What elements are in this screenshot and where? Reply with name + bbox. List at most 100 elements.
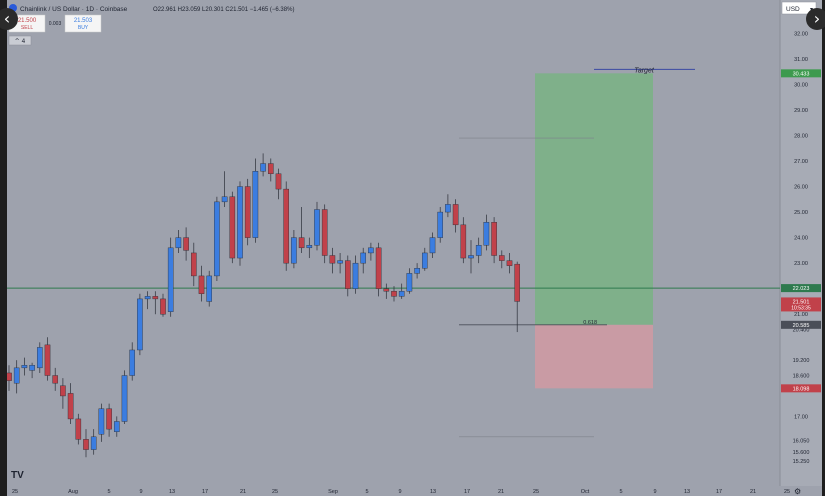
price-axis[interactable] [780, 0, 822, 496]
indicator-toggle[interactable]: ^ 4 [8, 35, 32, 46]
candle [198, 265, 205, 302]
candle-body [391, 291, 397, 297]
candle [244, 178, 251, 246]
fib-price-label-bg [781, 320, 821, 329]
candle-body [475, 245, 482, 256]
candle-body [260, 163, 266, 172]
stop-zone[interactable] [535, 324, 653, 389]
candle [275, 168, 282, 200]
x-tick-label: 21 [240, 489, 246, 495]
candle [268, 158, 274, 182]
candle-body [329, 255, 336, 264]
y-tick-label: 25.00 [794, 210, 808, 216]
target-price-label-bg [781, 69, 821, 78]
candle-body [152, 296, 159, 300]
x-tick-label: 21 [498, 489, 504, 495]
support-price-label: 22.023 [793, 286, 810, 292]
candle [221, 171, 228, 207]
candle [237, 181, 243, 266]
candle-body [52, 375, 58, 384]
candle-body [198, 275, 205, 294]
buy-button[interactable]: 21.503 BUY [64, 14, 102, 33]
candle-body [268, 163, 274, 174]
buy-button-bg[interactable] [64, 14, 102, 33]
y-tick-label: 23.00 [794, 261, 808, 267]
candle-body [13, 367, 20, 384]
x-tick-label: 5 [107, 489, 110, 495]
candle [252, 158, 259, 243]
chevron-left-icon[interactable]: ‹ [0, 8, 18, 30]
y-tick-label: 26.00 [794, 185, 808, 191]
candle [98, 403, 105, 442]
candle [406, 268, 413, 294]
last-price-label-countdown: 10:53:35 [791, 305, 811, 311]
candle-body [190, 252, 197, 277]
candle [391, 286, 397, 302]
candle-body [206, 275, 213, 302]
y-tick-label: 27.00 [794, 159, 808, 165]
candle-body [437, 211, 444, 238]
candle [113, 416, 120, 437]
candles [7, 153, 521, 458]
candle-body [175, 237, 182, 249]
candle-body [483, 222, 490, 246]
candle [445, 194, 451, 218]
candle-body [121, 375, 128, 422]
y-tick-labels: 32.00 31.00 30.00 29.00 28.00 27.00 26.00 25.00… [793, 31, 810, 465]
candle-body [383, 288, 390, 292]
chevron-right-icon[interactable]: › [806, 8, 825, 30]
candle [83, 429, 89, 458]
candle-body [291, 237, 297, 264]
candle-body [306, 245, 313, 249]
candle [75, 413, 82, 445]
candle-body [514, 263, 521, 302]
indicator-toggle-bg[interactable] [8, 35, 32, 46]
candle-body [83, 439, 89, 450]
candle-body [352, 262, 359, 289]
candle-body [37, 347, 43, 369]
candle-body [129, 349, 135, 376]
candle-body [460, 224, 467, 259]
position-zones [535, 73, 653, 389]
buy-price: 21.503 [74, 18, 93, 24]
candle [144, 291, 151, 310]
x-tick-label: Sep [328, 489, 338, 495]
y-tick-label: 15.250 [793, 459, 810, 465]
candle [206, 270, 213, 307]
y-tick-label: 16.050 [793, 439, 810, 445]
candle [7, 365, 12, 391]
time-axis[interactable] [7, 486, 822, 496]
candle [337, 252, 343, 274]
candle [314, 201, 320, 251]
target-zone[interactable] [535, 73, 653, 325]
candle-body [167, 247, 174, 312]
candle [214, 196, 220, 282]
candle-body [375, 247, 382, 289]
candle-body [298, 237, 305, 249]
candle-body [183, 237, 189, 251]
candle-body [75, 418, 82, 440]
candle [437, 206, 444, 243]
candle [460, 217, 467, 264]
candle [329, 247, 336, 274]
y-tick-label: 31.00 [794, 57, 808, 63]
candle-body [468, 255, 474, 259]
x-tick-label: 9 [653, 489, 656, 495]
x-tick-label: 21 [750, 489, 756, 495]
candle [375, 242, 382, 297]
candle-body [29, 365, 35, 371]
x-tick-label: 25 [12, 489, 18, 495]
x-tick-label: 17 [464, 489, 470, 495]
gear-icon[interactable]: ⚙ [794, 487, 801, 496]
price-chart[interactable]: Target 0.618 32.00 31.00 30.00 29.00 28.00 27.… [7, 0, 822, 496]
candle-body [21, 365, 28, 369]
buy-label: BUY [78, 25, 89, 31]
candle-body [106, 408, 112, 430]
y-tick-label: 17.00 [794, 414, 808, 420]
candle-body [160, 298, 166, 315]
candle-body [314, 209, 320, 246]
sell-label: SELL [21, 25, 33, 31]
candle [260, 153, 266, 177]
candle [160, 293, 166, 317]
